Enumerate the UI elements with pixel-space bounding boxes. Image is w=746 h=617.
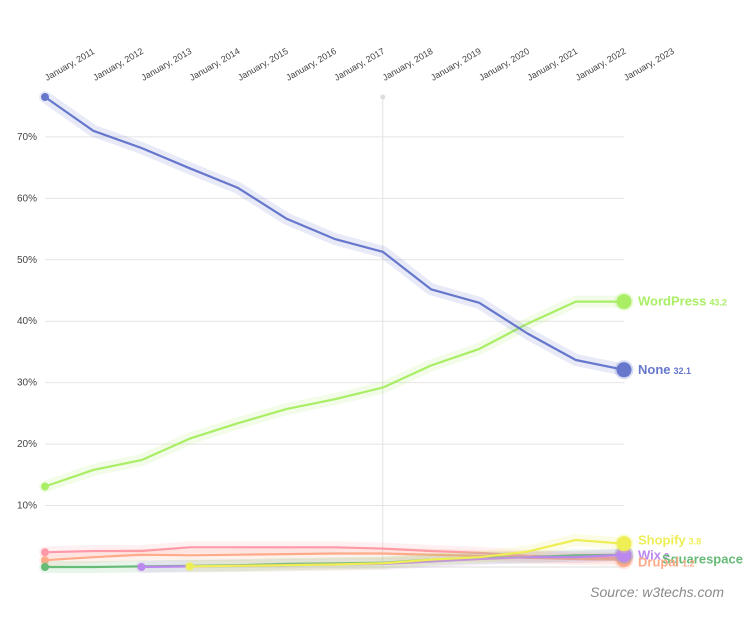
x-tick-label: January, 2021 [526, 46, 580, 83]
series-end-value: 32.1 [674, 366, 692, 376]
series-name: WordPress [638, 294, 706, 309]
series-halo [39, 295, 630, 493]
x-tick-label: January, 2017 [333, 46, 387, 83]
y-axis: 10% 20% 30% 40% 50% 60% 70% [17, 132, 37, 512]
x-tick-label: January, 2018 [381, 46, 435, 83]
series-line [189, 538, 625, 568]
source-caption: Source: w3techs.com [590, 584, 724, 600]
y-tick-label: 10% [17, 501, 37, 512]
series-end-point [614, 534, 634, 554]
series-start-point [185, 562, 194, 571]
series-end-value: 2 [664, 552, 669, 562]
y-tick-label: 30% [17, 378, 37, 389]
series-name: Shopify [638, 533, 686, 548]
series-line [44, 546, 625, 559]
x-tick-label: January, 2015 [236, 46, 290, 83]
series-end-point [614, 292, 634, 312]
x-tick-label: January, 2014 [188, 46, 242, 83]
series-start-point [41, 556, 49, 565]
x-tick-label: January, 2012 [91, 46, 145, 83]
series-start-point [41, 563, 49, 571]
series-wordpress [39, 292, 634, 493]
x-tick-label: January, 2022 [574, 46, 628, 83]
series-lines [39, 91, 634, 573]
x-tick-label: January, 2023 [622, 46, 676, 83]
end-label-drupal: Drupal 1.2 [638, 555, 695, 570]
series-start-point [41, 93, 49, 101]
series-end-value: 1.2 [682, 559, 695, 569]
series-shopify [183, 534, 634, 573]
series-end-value: 3.8 [689, 537, 702, 547]
series-halo [39, 91, 630, 376]
x-tick-label: January, 2020 [477, 46, 531, 83]
series-line [44, 96, 625, 371]
end-label-wix: Wix 2 [638, 548, 669, 563]
series-end-point [614, 360, 634, 380]
series-name: None [638, 362, 671, 377]
x-tick-label: January, 2016 [284, 46, 338, 83]
end-label-none: None 32.1 [638, 362, 691, 377]
series-start-point [41, 548, 49, 557]
series-line [44, 300, 624, 488]
y-tick-label: 20% [17, 439, 37, 450]
x-tick-label: January, 2011 [43, 46, 96, 83]
x-tick-label: January, 2013 [140, 46, 194, 83]
end-label-shopify: Shopify 3.8 [638, 533, 701, 548]
series-end-value: 43.2 [709, 298, 727, 308]
y-tick-label: 60% [17, 193, 37, 204]
hover-marker [380, 94, 386, 100]
series-none [39, 91, 634, 380]
series-start-point [41, 482, 49, 491]
series-name: Wix [638, 548, 662, 563]
gridlines [45, 94, 624, 568]
series-name: Squarespace [662, 552, 743, 567]
y-tick-label: 50% [17, 255, 37, 266]
series-start-point [137, 563, 146, 571]
series-name: Drupal [638, 555, 679, 570]
x-tick-label: January, 2019 [429, 46, 483, 83]
y-tick-label: 40% [17, 316, 37, 327]
y-tick-label: 70% [17, 132, 37, 143]
end-label-wordpress: WordPress 43.2 [638, 294, 727, 309]
